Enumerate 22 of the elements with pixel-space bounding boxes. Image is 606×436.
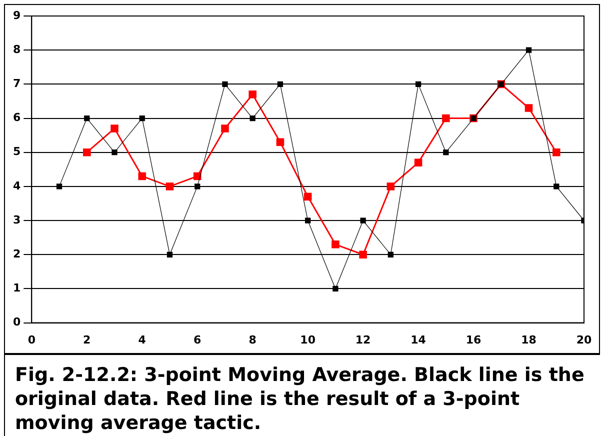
y-tick-label: 3 — [13, 213, 21, 226]
x-tick-label: 12 — [355, 333, 371, 346]
x-tick-label: 0 — [28, 333, 36, 346]
y-tick-label: 8 — [13, 42, 21, 56]
y-tick-label: 9 — [13, 8, 21, 22]
y-tick-label: 1 — [13, 282, 21, 295]
x-tick-label: 20 — [576, 333, 592, 346]
x-tick-label: 16 — [466, 333, 482, 346]
x-tick-label: 8 — [248, 333, 256, 346]
y-tick-label: 5 — [13, 145, 21, 158]
x-tick-label: 14 — [410, 333, 426, 346]
x-tick-label: 18 — [521, 333, 536, 346]
y-tick-label: 6 — [13, 111, 21, 124]
x-tick-label: 2 — [83, 333, 91, 346]
x-tick-label: 10 — [300, 333, 316, 346]
caption: Fig. 2-12.2: 3-point Moving Average. Black line is the original data. Red line is the result of a 3-point moving average tactic. — [4, 354, 600, 436]
y-tick-label: 4 — [13, 179, 21, 192]
y-tick-label: 2 — [13, 247, 21, 260]
y-tick-label: 7 — [13, 77, 21, 90]
x-tick-label: 6 — [194, 333, 202, 346]
x-tick-label: 4 — [138, 333, 146, 346]
y-tick-label: 0 — [13, 316, 21, 329]
